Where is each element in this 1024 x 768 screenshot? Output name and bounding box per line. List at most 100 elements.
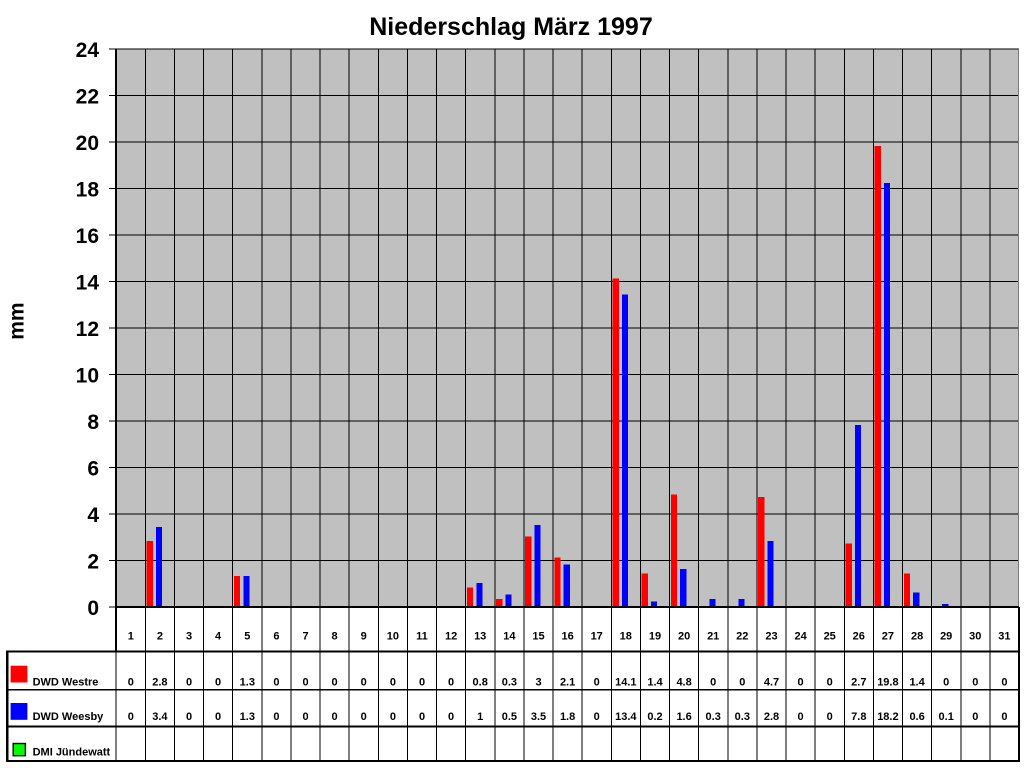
svg-text:10: 10 <box>76 364 99 387</box>
svg-text:0: 0 <box>273 711 279 723</box>
svg-text:0: 0 <box>827 676 833 688</box>
svg-text:23: 23 <box>765 631 777 643</box>
svg-text:20: 20 <box>678 631 690 643</box>
svg-text:0.1: 0.1 <box>939 711 954 723</box>
svg-text:2.1: 2.1 <box>560 676 575 688</box>
svg-text:22: 22 <box>736 631 748 643</box>
svg-text:18.2: 18.2 <box>877 711 898 723</box>
svg-text:0: 0 <box>390 711 396 723</box>
svg-text:1: 1 <box>477 711 483 723</box>
svg-text:4.7: 4.7 <box>764 676 779 688</box>
svg-text:8: 8 <box>332 631 338 643</box>
svg-text:16: 16 <box>76 225 99 248</box>
svg-text:6: 6 <box>87 457 99 480</box>
svg-text:0: 0 <box>972 711 978 723</box>
svg-text:2.7: 2.7 <box>851 676 866 688</box>
svg-text:14: 14 <box>76 271 100 294</box>
svg-text:13: 13 <box>474 631 486 643</box>
svg-text:1.3: 1.3 <box>240 676 255 688</box>
svg-text:0: 0 <box>1001 711 1007 723</box>
svg-text:DWD Weesby: DWD Weesby <box>33 711 105 723</box>
svg-text:1.8: 1.8 <box>560 711 575 723</box>
svg-text:20: 20 <box>76 132 99 155</box>
svg-text:0: 0 <box>798 676 804 688</box>
svg-text:0: 0 <box>361 711 367 723</box>
svg-text:3: 3 <box>186 631 192 643</box>
svg-text:0.2: 0.2 <box>647 711 662 723</box>
svg-text:31: 31 <box>998 631 1010 643</box>
svg-text:0: 0 <box>943 676 949 688</box>
svg-text:0: 0 <box>710 676 716 688</box>
svg-text:0: 0 <box>273 676 279 688</box>
svg-text:0.8: 0.8 <box>473 676 488 688</box>
svg-text:3: 3 <box>535 676 541 688</box>
svg-text:0: 0 <box>419 711 425 723</box>
svg-text:1: 1 <box>128 631 134 643</box>
svg-text:Niederschlag März 1997: Niederschlag März 1997 <box>369 13 652 41</box>
svg-text:14: 14 <box>503 631 516 643</box>
svg-text:0: 0 <box>390 676 396 688</box>
svg-text:0.3: 0.3 <box>502 676 517 688</box>
svg-text:0: 0 <box>332 711 338 723</box>
svg-text:8: 8 <box>87 411 99 434</box>
svg-text:2.8: 2.8 <box>764 711 779 723</box>
svg-text:mm: mm <box>6 302 29 339</box>
svg-text:18: 18 <box>76 178 100 201</box>
svg-text:28: 28 <box>911 631 923 643</box>
svg-text:0: 0 <box>215 711 221 723</box>
svg-text:0: 0 <box>798 711 804 723</box>
svg-text:0.5: 0.5 <box>502 711 517 723</box>
svg-text:7: 7 <box>302 631 308 643</box>
svg-text:1.4: 1.4 <box>909 676 925 688</box>
svg-text:6: 6 <box>273 631 279 643</box>
svg-text:12: 12 <box>445 631 457 643</box>
svg-text:0: 0 <box>419 676 425 688</box>
svg-text:24: 24 <box>794 631 807 643</box>
svg-text:27: 27 <box>882 631 894 643</box>
svg-text:DMI Jündewatt: DMI Jündewatt <box>33 747 111 759</box>
svg-text:3.5: 3.5 <box>531 711 546 723</box>
svg-text:0: 0 <box>594 711 600 723</box>
svg-text:4: 4 <box>87 504 99 527</box>
svg-text:16: 16 <box>561 631 573 643</box>
svg-text:0: 0 <box>215 676 221 688</box>
svg-text:4.8: 4.8 <box>676 676 691 688</box>
svg-text:5: 5 <box>244 631 250 643</box>
svg-text:24: 24 <box>76 39 100 62</box>
svg-text:0: 0 <box>302 676 308 688</box>
svg-text:10: 10 <box>387 631 399 643</box>
svg-text:0: 0 <box>332 676 338 688</box>
svg-text:13.4: 13.4 <box>615 711 637 723</box>
svg-text:26: 26 <box>853 631 865 643</box>
svg-text:0.3: 0.3 <box>735 711 750 723</box>
svg-text:14.1: 14.1 <box>615 676 636 688</box>
svg-text:0: 0 <box>448 676 454 688</box>
svg-text:11: 11 <box>416 631 428 643</box>
svg-text:29: 29 <box>940 631 952 643</box>
svg-text:15: 15 <box>532 631 544 643</box>
svg-text:9: 9 <box>361 631 367 643</box>
svg-text:12: 12 <box>76 318 99 341</box>
svg-text:0.6: 0.6 <box>909 711 924 723</box>
svg-text:0: 0 <box>87 597 99 620</box>
svg-text:0: 0 <box>128 711 134 723</box>
svg-text:0: 0 <box>739 676 745 688</box>
svg-text:0: 0 <box>448 711 454 723</box>
svg-text:3.4: 3.4 <box>152 711 168 723</box>
svg-text:0: 0 <box>594 676 600 688</box>
svg-text:22: 22 <box>76 85 99 108</box>
svg-text:0: 0 <box>186 676 192 688</box>
svg-text:0: 0 <box>186 711 192 723</box>
svg-text:0: 0 <box>1001 676 1007 688</box>
svg-text:0: 0 <box>972 676 978 688</box>
svg-text:0.3: 0.3 <box>706 711 721 723</box>
svg-text:17: 17 <box>591 631 603 643</box>
svg-text:19: 19 <box>649 631 661 643</box>
svg-text:2: 2 <box>87 550 99 573</box>
svg-text:19.8: 19.8 <box>877 676 898 688</box>
svg-text:7.8: 7.8 <box>851 711 866 723</box>
svg-text:2.8: 2.8 <box>152 676 167 688</box>
svg-text:0: 0 <box>302 711 308 723</box>
svg-text:30: 30 <box>969 631 981 643</box>
svg-text:25: 25 <box>824 631 836 643</box>
